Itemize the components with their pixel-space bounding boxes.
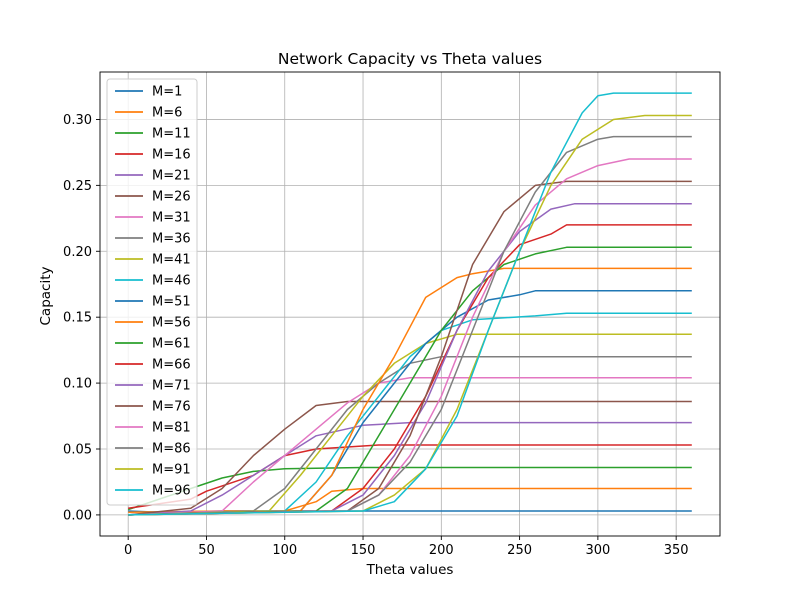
legend-entry: M=76: [152, 400, 191, 415]
y-axis-label: Capacity: [38, 266, 54, 325]
series-line-m86: [128, 135, 692, 516]
legend-entry: M=31: [152, 211, 191, 226]
x-tick-label: 300: [585, 543, 610, 558]
legend-entry: M=16: [152, 148, 191, 163]
legend-entry: M=91: [152, 463, 191, 478]
legend-entry: M=96: [152, 484, 191, 499]
y-tick-label: 0.00: [63, 508, 92, 523]
legend-entry: M=41: [152, 253, 191, 268]
series-line-m96: [128, 92, 692, 516]
legend-entry: M=66: [152, 358, 191, 373]
y-tick-label: 0.15: [63, 311, 92, 326]
legend-entry: M=11: [152, 127, 191, 142]
plot-area: 0 50 100 150 200 250 300 350 0.00 0.05 0.10 0.15 0.2…: [63, 71, 721, 558]
y-tick-label: 0.20: [63, 245, 92, 260]
series-line-m46: [128, 312, 692, 516]
legend-entry: M=1: [152, 85, 182, 100]
series-line-m36: [128, 355, 692, 516]
x-tick-label: 50: [198, 543, 215, 558]
legend-entry: M=51: [152, 295, 191, 310]
series-line-m71: [128, 203, 692, 516]
legend-entry: M=56: [152, 316, 191, 331]
series-line-m61: [128, 246, 692, 516]
y-tick-label: 0.30: [63, 113, 92, 128]
plot-frame: [99, 71, 721, 537]
legend-entry: M=46: [152, 274, 191, 289]
y-tick-label: 0.10: [63, 377, 92, 392]
chart-title: Network Capacity vs Theta values: [278, 50, 542, 68]
legend-entry: M=36: [152, 232, 191, 247]
legend-entry: M=61: [152, 337, 191, 352]
x-tick-label: 150: [351, 543, 376, 558]
series-line-m76: [128, 180, 692, 516]
series-line-m31: [128, 377, 692, 516]
x-axis-label: Theta values: [366, 562, 454, 578]
x-tick-label: 0: [124, 543, 132, 558]
x-tick-label: 250: [507, 543, 532, 558]
x-tick-label: 200: [429, 543, 454, 558]
legend-entry: M=26: [152, 190, 191, 205]
legend-entry: M=81: [152, 421, 191, 436]
y-tick-label: 0.25: [63, 179, 92, 194]
y-tick-label: 0.05: [63, 443, 92, 458]
legend-box: [106, 78, 198, 506]
legend-entry: M=21: [152, 169, 191, 184]
x-tick-label: 100: [272, 543, 297, 558]
series-line-m41: [128, 333, 692, 516]
x-tick-label: 350: [664, 543, 689, 558]
legend-entry: M=71: [152, 379, 191, 394]
legend-entry: M=86: [152, 442, 191, 457]
legend-entry: M=6: [152, 106, 182, 121]
